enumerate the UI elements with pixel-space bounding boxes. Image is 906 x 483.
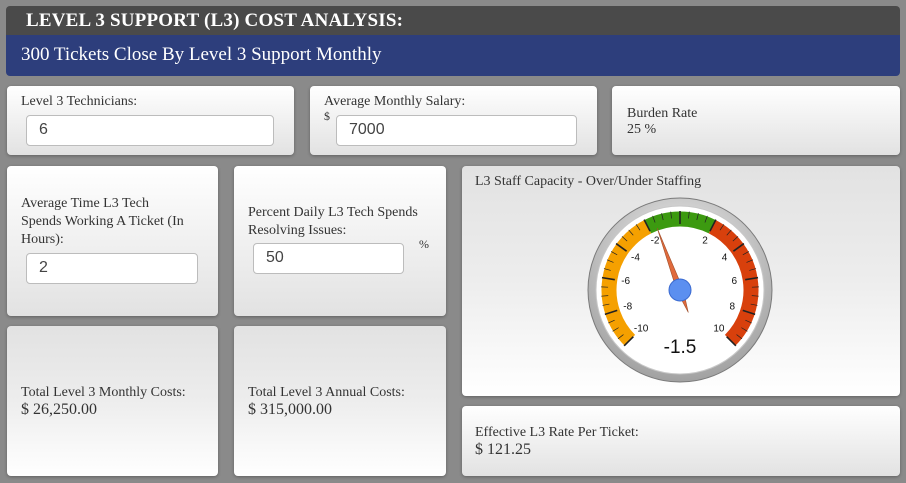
annual-costs-label: Total Level 3 Annual Costs: <box>248 385 405 400</box>
salary-label: Average Monthly Salary: <box>324 94 466 109</box>
gauge-minor-tick <box>602 303 610 306</box>
gauge-minor-tick <box>608 319 615 324</box>
monthly-costs-label: Total Level 3 Monthly Costs: <box>21 385 186 400</box>
capacity-card: L3 Staff Capacity - Over/Under Staffing … <box>462 166 900 396</box>
percent-daily-label: Percent Daily L3 Tech Spends Resolving I… <box>248 204 418 240</box>
gauge-minor-tick <box>628 229 634 236</box>
gauge-minor-tick <box>750 303 758 306</box>
burden-label: Burden Rate <box>627 106 698 121</box>
percent-daily-card: Percent Daily L3 Tech Spends Resolving I… <box>234 166 446 316</box>
gauge-minor-tick <box>746 259 754 263</box>
gauge-minor-tick <box>612 327 619 332</box>
gauge-minor-tick <box>652 215 656 223</box>
gauge-major-tick <box>745 276 759 281</box>
gauge-minor-tick <box>719 224 725 231</box>
salary-card: Average Monthly Salary: $ 7000 <box>310 86 597 155</box>
technicians-input[interactable]: 6 <box>26 115 274 146</box>
gauge-tick-label: -4 <box>631 252 640 263</box>
gauge-minor-tick <box>745 319 752 324</box>
gauge-major-tick <box>726 336 737 347</box>
gauge-minor-tick <box>670 211 672 219</box>
gauge-major-tick <box>709 219 717 232</box>
avg-time-card: Average Time L3 Tech Spends Working A Ti… <box>7 166 218 316</box>
monthly-costs-card: Total Level 3 Monthly Costs: $ 26,250.00 <box>7 326 218 476</box>
avg-time-label-line2: Spends Working A Ticket (In <box>21 214 184 229</box>
gauge-minor-tick <box>635 224 641 231</box>
burden-card: Burden Rate 25 % <box>612 86 900 155</box>
gauge-major-tick <box>643 219 651 232</box>
technicians-card: Level 3 Technicians: 6 <box>7 86 294 155</box>
gauge-minor-tick <box>606 259 614 263</box>
gauge-minor-tick <box>732 236 739 242</box>
avg-time-label: Average Time L3 Tech Spends Working A Ti… <box>21 195 184 249</box>
annual-costs-value: $ 315,000.00 <box>248 401 332 418</box>
gauge-minor-tick <box>621 236 628 242</box>
gauge-minor-tick <box>736 334 743 340</box>
capacity-label: L3 Staff Capacity - Over/Under Staffing <box>475 174 702 189</box>
gauge-minor-tick <box>688 211 690 219</box>
gauge-major-tick <box>615 242 628 252</box>
gauge-tick-label: -2 <box>651 236 660 247</box>
gauge-tick-label: -6 <box>621 276 630 287</box>
gauge-minor-tick <box>704 215 708 223</box>
gauge-minor-tick <box>661 213 664 221</box>
annual-costs-card: Total Level 3 Annual Costs: $ 315,000.00 <box>234 326 446 476</box>
gauge-tick-labels: -10-8 -6 -4 -2 2 4 6 8 10 <box>621 236 737 335</box>
gauge-major-tick <box>732 242 745 252</box>
avg-time-label-line3: Hours): <box>21 232 64 247</box>
percent-daily-unit: % <box>419 237 429 251</box>
gauge-tick-label: 10 <box>713 324 725 335</box>
technicians-label: Level 3 Technicians: <box>21 94 138 109</box>
gauge-minor-tick <box>617 334 624 340</box>
burden-value: 25 % <box>627 122 657 137</box>
salary-currency: $ <box>324 109 330 123</box>
rate-per-ticket-value: $ 121.25 <box>475 441 531 458</box>
rate-per-ticket-card: Effective L3 Rate Per Ticket: $ 121.25 <box>462 406 900 476</box>
monthly-costs-value: $ 26,250.00 <box>21 401 97 418</box>
gauge-tick-label: 6 <box>732 276 738 287</box>
percent-daily-label-line2: Resolving Issues: <box>248 223 347 238</box>
gauge-minor-tick <box>603 268 611 271</box>
gauge-minor-tick <box>751 295 759 297</box>
capacity-gauge: -10-8 -6 -4 -2 2 4 6 8 10 -1.5 <box>587 197 773 383</box>
avg-time-input[interactable]: 2 <box>26 253 198 284</box>
gauge-tick-label: -10 <box>634 324 649 335</box>
gauge-minor-tick <box>749 268 757 271</box>
gauge-value: -1.5 <box>664 337 697 358</box>
gauge-major-tick <box>742 309 756 316</box>
percent-daily-label-line1: Percent Daily L3 Tech Spends <box>248 205 418 220</box>
page-subtitle: 300 Tickets Close By Level 3 Support Mon… <box>6 35 900 76</box>
page-title: LEVEL 3 SUPPORT (L3) COST ANALYSIS: <box>6 6 900 35</box>
gauge-minor-tick <box>601 295 609 297</box>
percent-daily-input[interactable]: 50 <box>253 243 404 274</box>
gauge-tick-label: -8 <box>623 302 632 313</box>
gauge-minor-tick <box>610 251 618 256</box>
gauge-tick-label: 2 <box>702 236 708 247</box>
gauge-major-tick <box>601 276 615 281</box>
gauge-tick-label: 8 <box>730 302 736 313</box>
gauge-major-tick <box>623 336 634 347</box>
avg-time-label-line1: Average Time L3 Tech <box>21 196 149 211</box>
salary-input[interactable]: 7000 <box>336 115 577 146</box>
gauge-tick-label: 4 <box>722 252 728 263</box>
gauge-minor-tick <box>726 229 732 236</box>
gauge-major-tick <box>604 309 618 316</box>
gauge-minor-tick <box>742 251 750 256</box>
gauge-minor-tick <box>696 213 699 221</box>
rate-per-ticket-label: Effective L3 Rate Per Ticket: <box>475 425 639 440</box>
gauge-minor-tick <box>741 327 748 332</box>
gauge-ticks <box>601 211 759 347</box>
gauge-hub <box>668 278 692 302</box>
